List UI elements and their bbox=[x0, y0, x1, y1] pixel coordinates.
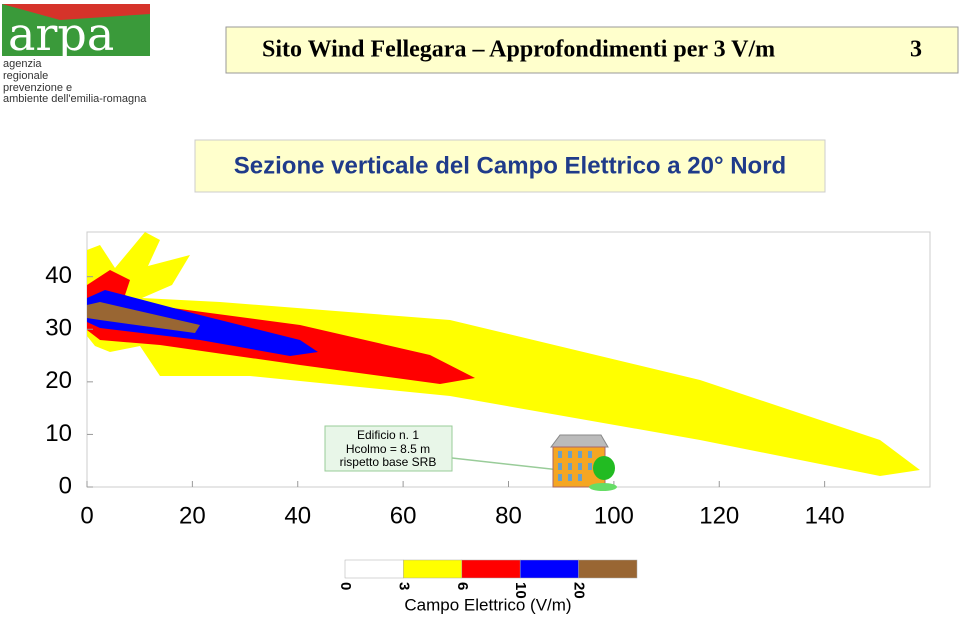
x-tick-label: 140 bbox=[805, 502, 845, 529]
colorbar-swatch bbox=[344, 559, 404, 579]
plot: 0 20 40 60 80 100 120 140 0 10 20 30 40 bbox=[45, 231, 931, 529]
annotation-box bbox=[324, 425, 453, 472]
page-number: 3 bbox=[910, 37, 922, 63]
colorbar-swatch bbox=[519, 559, 579, 579]
callout-line bbox=[451, 457, 561, 471]
colorbar-tick-label: 20 bbox=[571, 582, 588, 599]
subtitle: Sezione verticale del Campo Elettrico a … bbox=[234, 152, 786, 179]
colorbar-swatch bbox=[403, 559, 463, 579]
x-tick-label: 40 bbox=[284, 502, 311, 529]
building bbox=[451, 434, 617, 491]
colorbar-tick-label: 6 bbox=[454, 582, 471, 590]
contour-region bbox=[87, 290, 318, 356]
agency-line: prevenzione e bbox=[3, 82, 72, 94]
contour-region bbox=[87, 232, 920, 476]
colorbar-swatch bbox=[578, 559, 638, 579]
y-tick-label: 10 bbox=[45, 420, 72, 447]
y-tick-label: 20 bbox=[45, 367, 72, 394]
y-tick-label: 0 bbox=[59, 472, 72, 499]
agency-line: regionale bbox=[3, 70, 48, 82]
colorbar-tick-label: 0 bbox=[337, 582, 354, 590]
agency-line: agenzia bbox=[3, 58, 42, 70]
colorbar-tick-label: 3 bbox=[395, 582, 412, 590]
annotation: Edificio n. 1 bbox=[357, 428, 419, 442]
logo-accent bbox=[2, 4, 150, 20]
logo-text: arpa bbox=[8, 7, 114, 61]
agency-line: ambiente dell'emilia-romagna bbox=[3, 93, 147, 105]
y-tick-label: 40 bbox=[45, 262, 72, 289]
x-tick-label: 60 bbox=[390, 502, 417, 529]
tree bbox=[593, 456, 615, 480]
colorbar-swatch bbox=[461, 559, 521, 579]
annotation: Hcolmo = 8.5 m bbox=[346, 442, 430, 456]
x-tick-label: 20 bbox=[179, 502, 206, 529]
colorbar-tick-label: 10 bbox=[512, 582, 529, 599]
x-tick-label: 100 bbox=[594, 502, 634, 529]
x-tick-label: 80 bbox=[495, 502, 522, 529]
x-tick-label: 120 bbox=[699, 502, 739, 529]
title: Sito Wind Fellegara – Approfondimenti pe… bbox=[262, 37, 775, 63]
ground bbox=[589, 483, 617, 491]
subtitle-box bbox=[194, 139, 826, 193]
contour-region bbox=[87, 270, 475, 384]
logo: arpa agenzia regionale prevenzione e amb… bbox=[2, 4, 150, 105]
contour-region bbox=[87, 302, 200, 333]
colorbar-label: Campo Elettrico (V/m) bbox=[404, 595, 571, 614]
annotation: rispetto base SRB bbox=[340, 455, 437, 469]
roof bbox=[550, 434, 609, 448]
x-tick-label: 0 bbox=[80, 502, 93, 529]
title-box bbox=[225, 26, 959, 74]
y-tick-label: 30 bbox=[45, 315, 72, 342]
